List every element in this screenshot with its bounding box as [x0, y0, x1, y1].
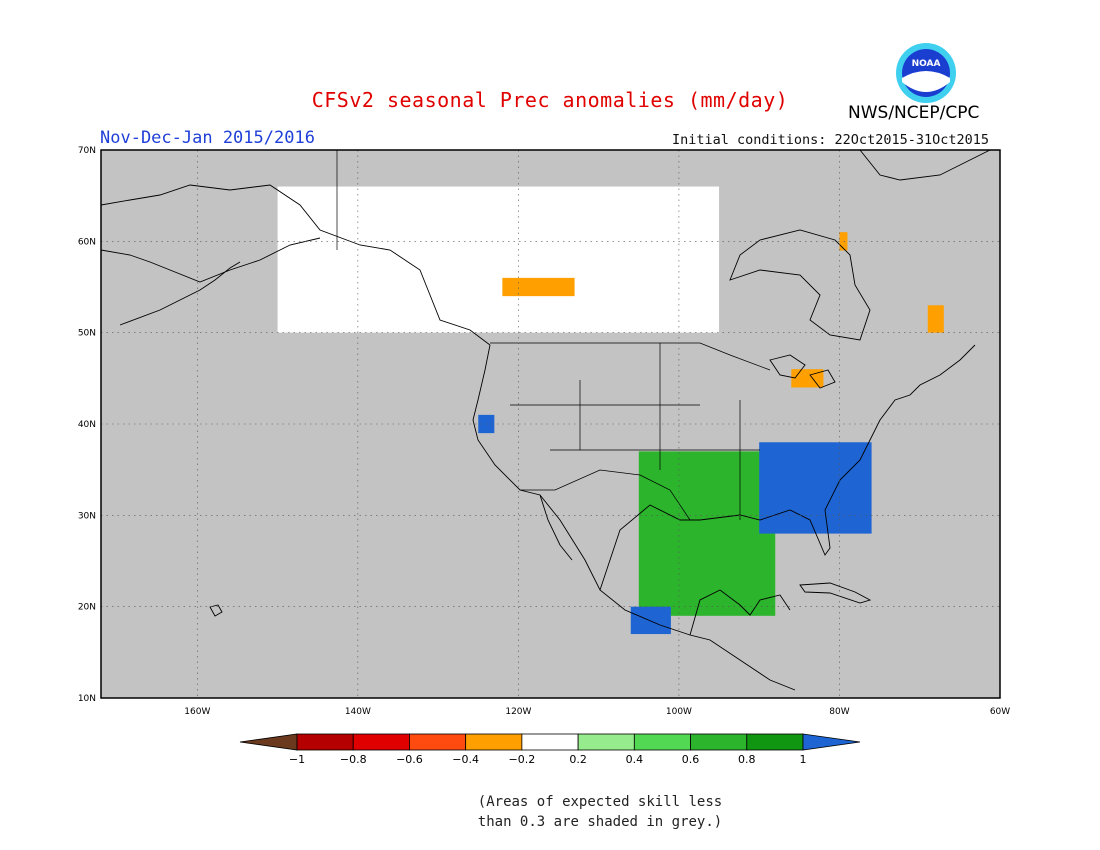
colorbar-label: 0.6 [682, 753, 700, 766]
region-texas-gulf-green [638, 451, 776, 616]
colorbar-label: 1 [800, 753, 807, 766]
map-frame [100, 149, 1001, 699]
colorbar-swatch [746, 733, 804, 751]
lat-tick-label: 30N [78, 511, 96, 521]
region-west-canada-white [277, 186, 720, 333]
logo-text: NOAA [912, 59, 941, 69]
colorbar-swatch [577, 733, 635, 751]
colorbar-swatch [521, 733, 579, 751]
colorbar-high-arrow [802, 733, 861, 751]
region-great-lakes-orange [791, 369, 824, 388]
skill-note: (Areas of expected skill less than 0.3 a… [477, 794, 723, 830]
lon-tick-label: 60W [990, 707, 1010, 717]
lon-tick-label: 120W [505, 707, 531, 717]
colorbar-label: −0.6 [396, 753, 423, 766]
colorbar-swatch [633, 733, 691, 751]
region-southeast-blue [759, 442, 872, 534]
colorbar-label: −0.4 [452, 753, 479, 766]
lon-tick-label: 160W [184, 707, 210, 717]
colorbar: −1 −0.8 −0.6 −0.4 −0.2 0.2 0.4 0.6 0.8 1 [239, 733, 861, 766]
lat-tick-label: 70N [78, 146, 96, 156]
borders-layer [336, 150, 771, 521]
lon-tick-label: 100W [666, 707, 692, 717]
lat-tick-label: 20N [78, 603, 96, 613]
graticule-layer [101, 150, 1000, 698]
colorbar-label: 0.4 [626, 753, 644, 766]
noaa-logo-icon: NOAA [896, 43, 956, 103]
colorbar-swatch [465, 733, 523, 751]
colorbar-swatch [409, 733, 467, 751]
colorbar-swatch [690, 733, 748, 751]
colorbar-label: −1 [289, 753, 305, 766]
agency-label: NWS/NCEP/CPC [848, 103, 980, 123]
colorbar-low-arrow [239, 733, 298, 751]
initial-conditions-label: Initial conditions: 22Oct2015-31Oct2015 [672, 132, 989, 148]
longitude-tick-labels: 160W 140W 120W 100W 80W 60W [184, 707, 1010, 717]
region-hudson-orange [839, 232, 848, 251]
colorbar-label: −0.2 [509, 753, 536, 766]
region-bc-orange [502, 277, 575, 297]
lon-tick-label: 140W [345, 707, 371, 717]
colorbar-swatch [352, 733, 410, 751]
colorbar-label: −0.8 [340, 753, 367, 766]
colorbar-swatch [296, 733, 354, 751]
season-label: Nov-Dec-Jan 2015/2016 [100, 128, 315, 148]
lat-tick-label: 40N [78, 420, 96, 430]
colorbar-label: 0.8 [738, 753, 756, 766]
lat-tick-label: 60N [78, 237, 96, 247]
colorbar-label: 0.2 [569, 753, 587, 766]
anomaly-regions-layer [277, 186, 944, 635]
coastline-layer [100, 149, 991, 691]
region-quebec-orange [927, 305, 944, 333]
lon-tick-label: 80W [829, 707, 849, 717]
chart-title: CFSv2 seasonal Prec anomalies (mm/day) [311, 88, 789, 112]
lat-tick-label: 50N [78, 329, 96, 339]
latitude-tick-labels: 70N 60N 50N 40N 30N 20N 10N [78, 146, 96, 704]
region-mexico-west-blue [630, 606, 671, 635]
lat-tick-label: 10N [78, 694, 96, 704]
